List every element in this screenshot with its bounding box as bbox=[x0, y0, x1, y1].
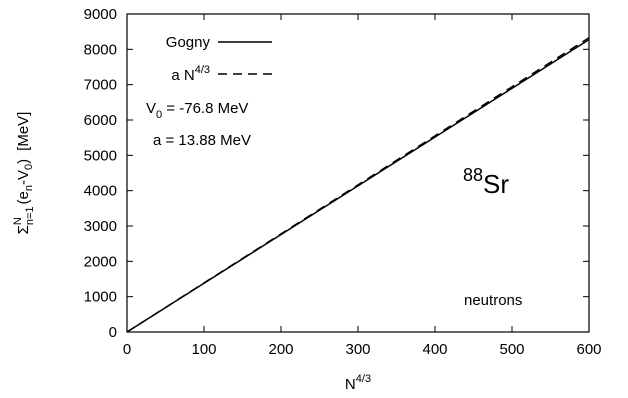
x-axis-title: N4/3 bbox=[345, 373, 371, 393]
legend-label-fit: a N4/3 bbox=[171, 64, 210, 84]
y-tick-label: 8000 bbox=[84, 41, 117, 58]
y-tick-label: 3000 bbox=[84, 218, 117, 235]
y-tick-label: 7000 bbox=[84, 77, 117, 94]
y-tick-label: 0 bbox=[109, 324, 117, 341]
x-tick-label: 600 bbox=[576, 341, 601, 358]
series-line-fit bbox=[126, 37, 590, 333]
x-tick-label: 400 bbox=[422, 341, 447, 358]
v0-annotation: V0 = -76.8 MeV bbox=[146, 100, 248, 121]
legend: Gogny a N4/3 bbox=[166, 34, 272, 84]
particle-label: neutrons bbox=[464, 292, 522, 309]
axis-ticks: 0 100 200 300 400 500 600010002000300040005000… bbox=[84, 6, 602, 358]
y-tick-label: 2000 bbox=[84, 253, 117, 270]
x-tick-label: 100 bbox=[191, 341, 216, 358]
y-tick-label: 5000 bbox=[84, 147, 117, 164]
nucleus-label: 88Sr bbox=[463, 165, 509, 199]
x-tick-label: 500 bbox=[499, 341, 524, 358]
a-annotation: a = 13.88 MeV bbox=[153, 132, 251, 149]
x-tick-label: 0 bbox=[123, 341, 131, 358]
y-tick-label: 9000 bbox=[84, 6, 117, 23]
y-tick-label: 1000 bbox=[84, 289, 117, 306]
x-tick-label: 300 bbox=[345, 341, 370, 358]
y-tick-label: 4000 bbox=[84, 183, 117, 200]
y-axis-title: ΣNn=1(en-V0)[MeV] bbox=[12, 112, 36, 235]
legend-label-gogny: Gogny bbox=[166, 34, 211, 51]
plot-frame bbox=[126, 13, 590, 333]
x-tick-label: 200 bbox=[268, 341, 293, 358]
y-tick-label: 6000 bbox=[84, 112, 117, 129]
series-group bbox=[126, 37, 590, 333]
